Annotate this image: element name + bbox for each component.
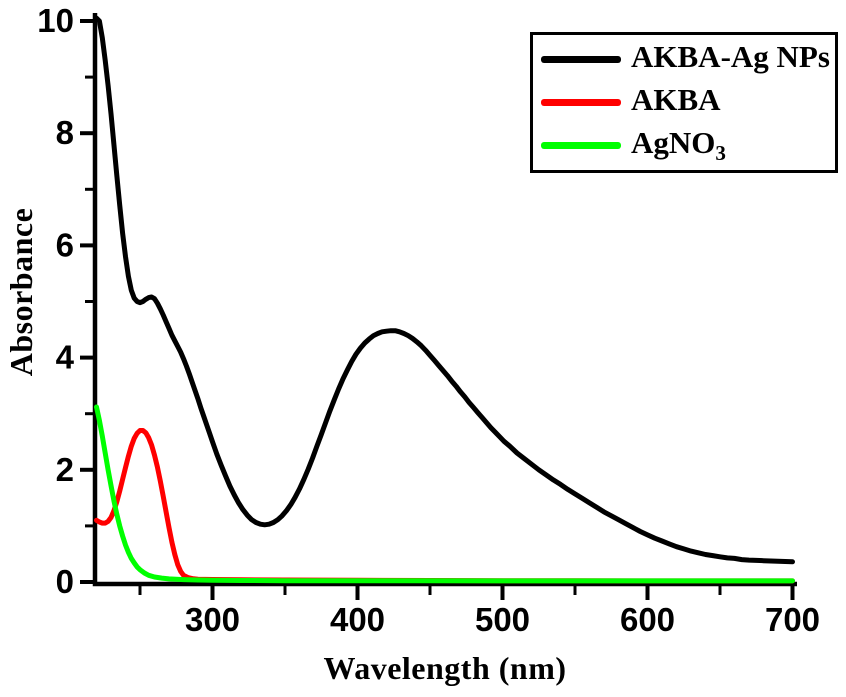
x-tick-label: 400	[330, 601, 385, 638]
y-tick-label: 4	[56, 339, 75, 376]
legend-line-sample-red	[541, 98, 621, 106]
legend: AKBA-Ag NPs AKBA AgNO3	[530, 32, 838, 173]
y-axis-title: Absorbance	[3, 207, 39, 377]
legend-item-akba: AKBA	[541, 84, 835, 121]
legend-label: AKBA-Ag NPs	[631, 41, 830, 78]
legend-line-sample-green	[541, 142, 621, 150]
legend-item-akba-ag-nps: AKBA-Ag NPs	[541, 41, 835, 78]
y-tick-label: 10	[37, 2, 74, 39]
legend-line-sample-black	[541, 55, 621, 63]
y-tick-label: 2	[56, 451, 74, 488]
legend-label: AgNO3	[631, 127, 726, 164]
legend-item-agno3: AgNO3	[541, 127, 835, 164]
legend-label-subscript: 3	[715, 141, 726, 166]
legend-label-text: AKBA	[631, 81, 721, 117]
legend-label-text: AgNO	[631, 124, 716, 160]
y-tick-label: 0	[56, 563, 74, 600]
series-curve-akba	[94, 428, 795, 584]
y-tick-label: 6	[56, 226, 74, 263]
legend-label: AKBA	[631, 84, 721, 121]
x-tick-label: 600	[620, 601, 675, 638]
x-axis-title: Wavelength (nm)	[323, 650, 567, 686]
legend-label-text: AKBA-Ag NPs	[631, 38, 830, 74]
y-tick-label: 8	[56, 114, 74, 151]
series-curve-agno3	[94, 404, 795, 584]
x-tick-label: 500	[475, 601, 530, 638]
series-curve-akba-ag-nps	[94, 15, 795, 565]
x-tick-label: 300	[185, 601, 240, 638]
axis-lines	[92, 13, 797, 587]
x-tick-label: 700	[765, 601, 820, 638]
